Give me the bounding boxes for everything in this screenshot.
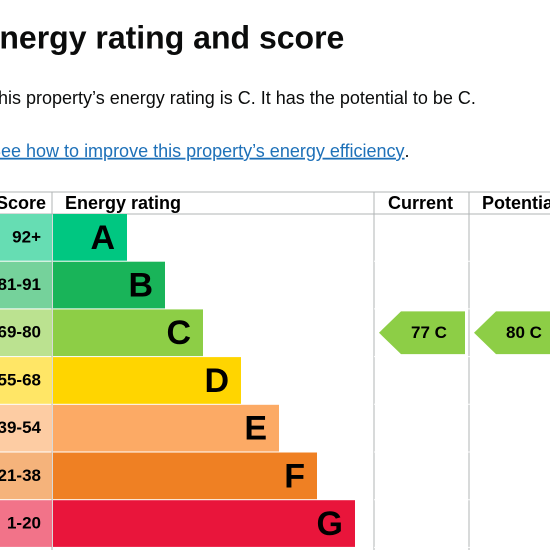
band-letter: A [90, 219, 115, 257]
score: 69-80 [0, 323, 41, 342]
score-cell [0, 214, 52, 261]
score-cell [0, 500, 52, 547]
rating-arrow [379, 311, 465, 355]
rating-arrow [474, 311, 550, 355]
band-letter: B [128, 267, 153, 305]
header: Current [388, 193, 453, 213]
rating-bar [53, 452, 317, 500]
band-letter: D [204, 362, 229, 400]
header: Score [0, 193, 46, 213]
header: Energy rating [65, 193, 181, 213]
score: 21-38 [0, 466, 41, 485]
score-cell [0, 452, 52, 500]
band-letter: G [317, 505, 343, 543]
intro: This property’s energy rating is C. It h… [0, 88, 476, 108]
band-letter: F [284, 457, 305, 495]
rating-bar [53, 309, 203, 357]
score: 55-68 [0, 370, 41, 389]
score-cell [0, 357, 52, 404]
rating-bar [53, 500, 355, 547]
title: Energy rating and score [0, 19, 344, 55]
band-letter: C [166, 314, 191, 352]
score: 81-91 [0, 275, 41, 294]
score: 92+ [12, 227, 41, 246]
improve-link[interactable]: See how to improve this property’s energ… [0, 141, 405, 161]
score: 39-54 [0, 418, 42, 437]
link-period: . [405, 141, 410, 161]
score-cell [0, 309, 52, 357]
band-letter: E [244, 410, 267, 448]
rating-label: 80 C [506, 323, 542, 342]
score: 1-20 [7, 514, 41, 533]
header: Potential [482, 193, 550, 213]
score-cell [0, 261, 52, 309]
rating-bar [53, 357, 241, 404]
score-cell [0, 404, 52, 452]
rating-label: 77 C [411, 323, 447, 342]
rating-bar [53, 404, 279, 452]
rating-bar [53, 261, 165, 309]
rating-bar [53, 214, 127, 261]
